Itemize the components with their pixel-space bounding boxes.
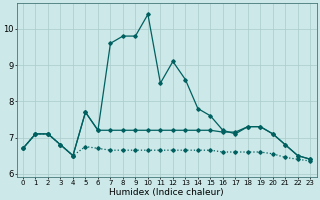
X-axis label: Humidex (Indice chaleur): Humidex (Indice chaleur) (109, 188, 224, 197)
